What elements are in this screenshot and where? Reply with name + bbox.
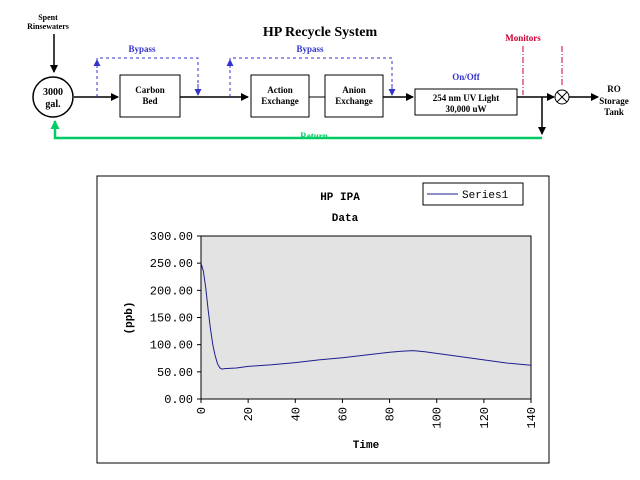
y-tick-label: 300.00 (150, 230, 193, 244)
x-tick-label: 80 (384, 407, 398, 421)
tank-label-line1: 3000 (43, 87, 63, 98)
return-label: Return (300, 131, 328, 141)
uv-light-line1: 254 nm UV Light (433, 93, 500, 103)
tank-label-line2: gal. (45, 99, 61, 110)
carbon-bed-box (119, 74, 181, 118)
anion-exchange-line2: Exchange (335, 96, 373, 106)
carbon-bed-line2: Bed (142, 96, 157, 106)
action-exchange-line2: Exchange (261, 96, 299, 106)
x-tick-label: 20 (242, 407, 256, 421)
x-tick-label: 0 (195, 407, 209, 414)
series-layer (200, 263, 532, 370)
monitors-label: Monitors (505, 33, 541, 43)
plot-background (200, 235, 532, 400)
x-axis-ticks: 0 20 40 60 80 100 120 140 (195, 399, 539, 429)
anion-exchange-box (324, 74, 384, 118)
y-tick-label: 0.00 (164, 393, 193, 407)
holding-tank (32, 76, 74, 118)
onoff-label: On/Off (452, 72, 481, 82)
action-exchange-box (250, 74, 310, 118)
ro-tank-line3: Tank (604, 107, 624, 117)
valve-icon (554, 89, 570, 105)
y-tick-label: 50.00 (157, 366, 193, 380)
series-line (200, 263, 532, 370)
uv-light-line2: 30,000 uW (445, 104, 486, 114)
ro-tank-line1: RO (607, 84, 621, 94)
ro-tank-line2: Storage (599, 96, 629, 106)
chart-title-line2: Data (332, 213, 359, 225)
carbon-bed-line1: Carbon (135, 85, 165, 95)
diagram-title: HP Recycle System (263, 25, 378, 40)
legend-series-label: Series1 (462, 190, 509, 202)
y-tick-label: 250.00 (150, 257, 193, 271)
return-line (50, 120, 542, 140)
legend-box (422, 182, 524, 206)
y-tick-label: 100.00 (150, 339, 193, 353)
bypass-label-2: Bypass (296, 44, 324, 54)
anion-exchange-line1: Anion (342, 85, 366, 95)
source-label-line1: Spent (38, 13, 58, 22)
x-tick-label: 100 (431, 407, 445, 429)
bypass-label-1: Bypass (128, 44, 156, 54)
x-tick-label: 140 (525, 407, 539, 429)
source-label-line2: Rinsewaters (27, 22, 69, 31)
x-axis-label: Time (353, 440, 380, 452)
y-axis-ticks: 0.00 50.00 100.00 150.00 200.00 250.00 300.00 (150, 230, 201, 407)
x-tick-label: 120 (478, 407, 492, 429)
y-tick-label: 200.00 (150, 284, 193, 298)
y-axis-label: (ppb) (124, 301, 136, 334)
chart-title-line1: HP IPA (320, 192, 360, 204)
uv-light-box (414, 88, 518, 116)
y-tick-label: 150.00 (150, 312, 193, 326)
action-exchange-line1: Action (267, 85, 293, 95)
x-tick-label: 60 (336, 407, 350, 421)
chart-legend: Series1 (422, 182, 524, 206)
bypass-line-1 (96, 57, 199, 97)
plot-area: 0.0050.00100.00150.00200.00250.00300.00 … (150, 230, 539, 429)
bypass-line-2 (229, 57, 393, 97)
x-tick-label: 40 (289, 407, 303, 421)
